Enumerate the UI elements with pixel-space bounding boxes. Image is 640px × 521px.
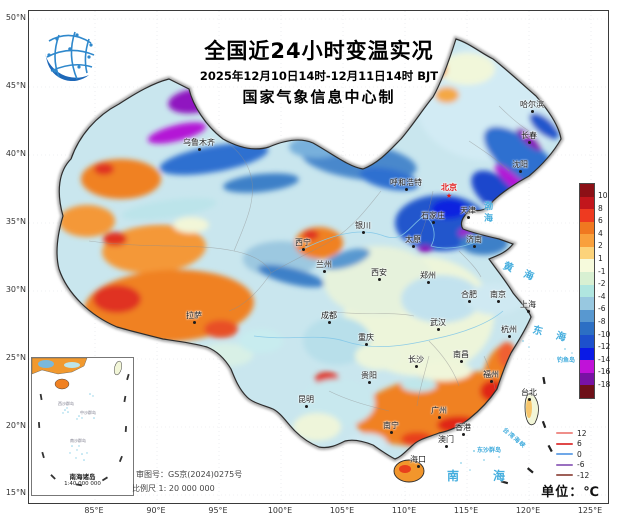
lat-tick-label: 30°N (5, 285, 26, 294)
isoline-sample (556, 442, 573, 445)
colorbar-value-label: 2 (598, 241, 603, 251)
title-block: 全国近24小时变温实况 2025年12月10日14时-12月11日14时 BJT… (149, 35, 489, 107)
svg-text:南沙群岛: 南沙群岛 (70, 437, 86, 443)
lon-tick-label: 100°E (267, 506, 293, 515)
south-china-sea-inset: 西沙群岛 中沙群岛 南沙群岛 南海诸岛 1:40 000 000 (31, 357, 134, 496)
colorbar-value-label: -4 (598, 291, 606, 301)
lat-tick-label: 15°N (5, 488, 26, 497)
colorbar-value-label: -14 (598, 354, 611, 364)
lon-tick-label: 95°E (208, 506, 228, 515)
map-frame: 全国近24小时变温实况 2025年12月10日14时-12月11日14时 BJT… (28, 10, 611, 504)
china-map-canvas (29, 11, 608, 503)
colorbar-color-block (580, 196, 594, 210)
colorbar-color-block (580, 309, 594, 323)
hainan-island (393, 459, 425, 483)
colorbar-color-block (580, 272, 594, 285)
colorbar-value-label: -18 (598, 379, 611, 389)
isoline-value-label: -6 (577, 460, 585, 470)
isoline-legend-row: -6 (556, 460, 584, 470)
lat-tick-label: 25°N (5, 353, 26, 362)
isoline-value-label: 0 (577, 449, 582, 459)
inset-island-group-labels: 西沙群岛 中沙群岛 南沙群岛 (58, 400, 96, 443)
lat-tick-label: 40°N (5, 149, 26, 158)
map-producer: 国家气象信息中心制 (242, 88, 396, 106)
colorbar-color-block (580, 347, 594, 361)
svg-text:西沙群岛: 西沙群岛 (58, 400, 74, 406)
colorbar-color-block (580, 234, 594, 247)
colorbar-value-label: -12 (598, 342, 611, 352)
lon-tick-label: 85°E (84, 506, 104, 515)
colorbar-color-block (580, 385, 594, 398)
colorbar-color-block (580, 221, 594, 235)
lon-tick-label: 125°E (577, 506, 603, 515)
isoline-legend-row: 12 (556, 428, 587, 438)
isoline-sample (556, 463, 573, 466)
colorbar-value-label: -1 (598, 266, 606, 276)
nine-dash-line (500, 376, 553, 485)
colorbar-color-block (580, 372, 594, 386)
lat-tick-label: 50°N (5, 13, 26, 22)
svg-text:中沙群岛: 中沙群岛 (80, 409, 96, 415)
taiwan-island (524, 392, 539, 426)
map-title: 全国近24小时变温实况 (204, 39, 434, 63)
colorbar-value-label: -16 (598, 367, 611, 377)
inset-map-art: 西沙群岛 中沙群岛 南沙群岛 (31, 357, 130, 487)
isoline-sample (556, 474, 573, 477)
islet-dots (460, 340, 573, 471)
colorbar-color-block (580, 209, 594, 222)
colorbar-color-block (580, 259, 594, 273)
unit-label: 单位：℃ (541, 485, 600, 500)
colorbar-value-label: -6 (598, 304, 606, 314)
isoline-value-label: 6 (577, 439, 582, 449)
colorbar-color-block (580, 184, 594, 197)
colorbar-value-label: 6 (598, 216, 603, 226)
isoline-value-label: -12 (577, 470, 590, 480)
isoline-sample (556, 453, 573, 456)
isoline-value-label: 12 (577, 428, 587, 438)
colorbar-value-label: 4 (598, 228, 603, 238)
map-scale: 比例尺 1: 20 000 000 (132, 484, 215, 493)
colorbar-color-block (580, 360, 594, 373)
colorbar-color-block (580, 284, 594, 298)
lon-tick-label: 120°E (515, 506, 541, 515)
lon-tick-label: 90°E (146, 506, 166, 515)
colorbar-value-label: -10 (598, 329, 611, 339)
colorbar-color-block (580, 334, 594, 348)
colorbar-value-label: -2 (598, 279, 606, 289)
colorbar-color-block (580, 322, 594, 335)
isoline-legend-row: 0 (556, 449, 582, 459)
lat-tick-label: 35°N (5, 217, 26, 226)
colorbar-legend (579, 183, 595, 399)
lon-tick-label: 110°E (391, 506, 417, 515)
lat-tick-label: 45°N (5, 81, 26, 90)
colorbar-color-block (580, 246, 594, 260)
colorbar-value-label: 1 (598, 254, 603, 264)
isoline-legend-row: 6 (556, 439, 582, 449)
map-period: 2025年12月10日14时-12月11日14时 BJT (199, 69, 439, 83)
colorbar-value-label: 8 (598, 203, 603, 213)
colorbar-color-block (580, 297, 594, 310)
isoline-sample (556, 432, 573, 434)
isoline-legend-row: -12 (556, 470, 589, 480)
lat-tick-label: 20°N (5, 421, 26, 430)
lon-tick-label: 105°E (329, 506, 355, 515)
approval-number: 审图号：GS京(2024)0275号 (136, 470, 243, 479)
china-border-outline (56, 38, 562, 460)
lon-tick-label: 115°E (453, 506, 479, 515)
inset-islands-label: 南海诸岛 (69, 473, 96, 481)
colorbar-value-label: -8 (598, 316, 606, 326)
colorbar-value-label: 10 (598, 191, 608, 201)
nmic-globe-logo (45, 31, 95, 82)
inset-scale-label: 1:40 000 000 (64, 481, 101, 487)
rivers (253, 215, 504, 348)
